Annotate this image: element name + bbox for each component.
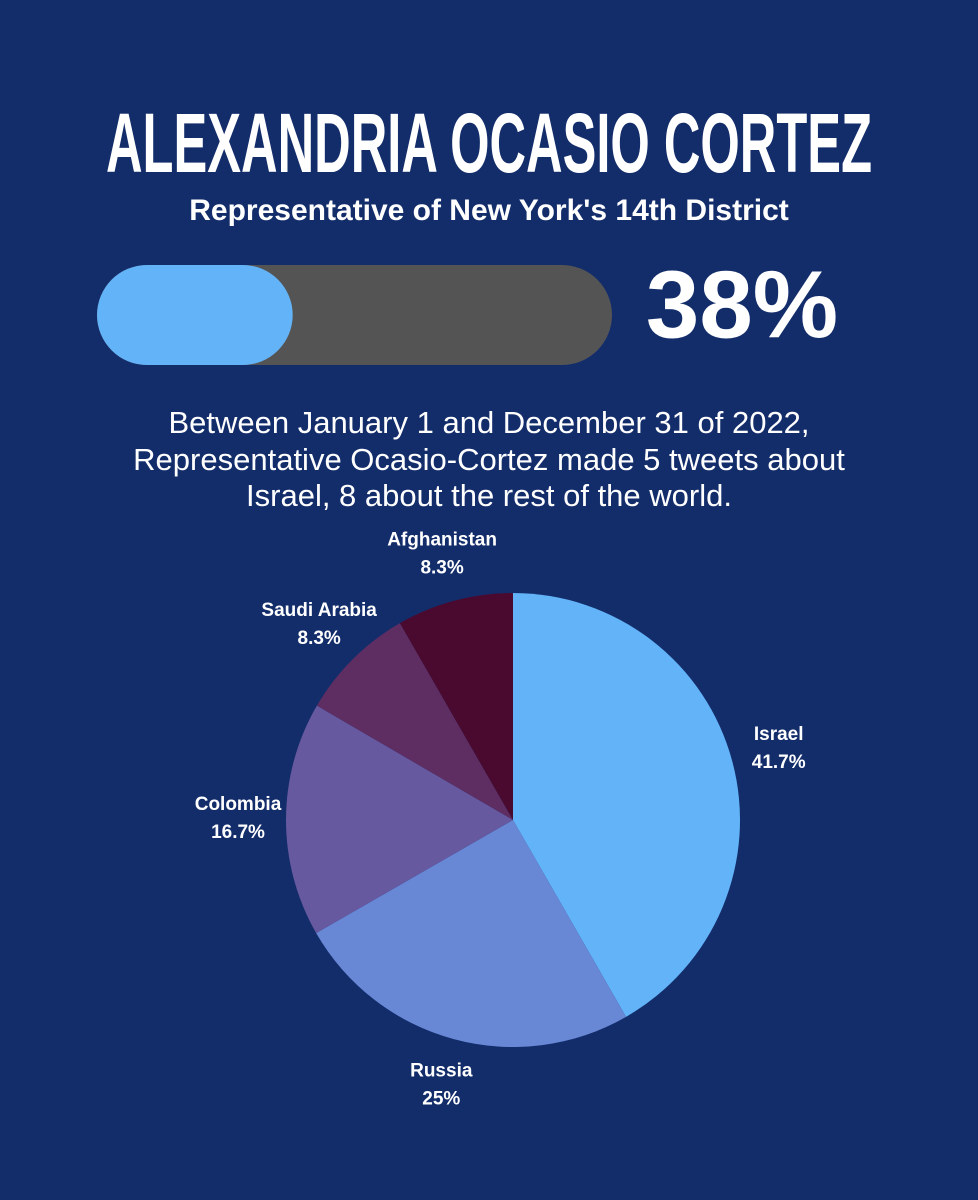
pie-slice (513, 593, 740, 1017)
pie-slice (285, 705, 513, 934)
subtitle: Representative of New York's 14th Distri… (189, 194, 789, 227)
progress-label: 38% (646, 251, 838, 358)
slice-name: Afghanistan (387, 529, 497, 550)
pie-slice (316, 820, 627, 1047)
title: ALEXANDRIA OCASIO CORTEZ (106, 96, 872, 190)
slice-value: 16.7% (211, 822, 265, 843)
pie-slice (316, 623, 513, 820)
slice-value: 25% (422, 1088, 460, 1109)
slice-value: 41.7% (752, 752, 806, 773)
pie-slice (399, 593, 513, 820)
slice-value: 8.3% (298, 628, 341, 649)
slice-name: Russia (410, 1060, 473, 1081)
description-line: Representative Ocasio-Cortez made 5 twee… (133, 442, 845, 477)
description-line: Israel, 8 about the rest of the world. (246, 478, 732, 513)
slice-value: 8.3% (420, 557, 463, 578)
description-line: Between January 1 and December 31 of 202… (168, 405, 809, 440)
progress-fill (97, 265, 293, 365)
slice-name: Saudi Arabia (261, 600, 377, 621)
slice-name: Colombia (195, 794, 282, 815)
slice-name: Israel (754, 724, 804, 745)
